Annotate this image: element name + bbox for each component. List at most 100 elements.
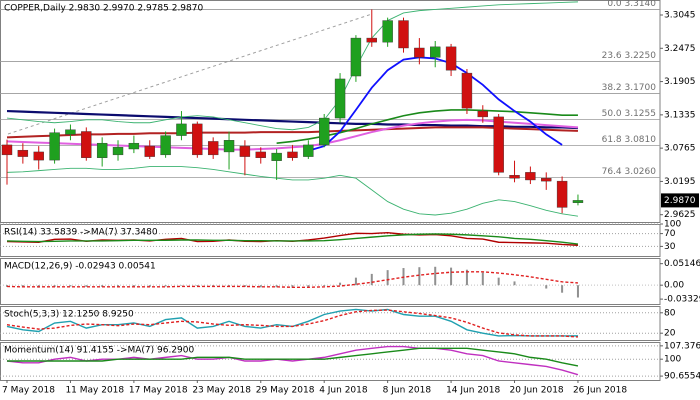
series-line (6, 1, 578, 131)
candle-body (192, 123, 203, 156)
bar (259, 285, 262, 288)
bar (180, 285, 183, 286)
panel-title: Stoch(5,3,3) 12.1250 8.9250 (4, 310, 134, 320)
candle-body (96, 142, 108, 158)
y-tick-label: 2.9625 (664, 210, 696, 220)
candle-body (382, 20, 393, 43)
series-line (6, 271, 579, 288)
x-tick-label: 23 May 2018 (192, 386, 251, 396)
candle-body (17, 149, 29, 157)
fib-label: 76.4 3.0260 (602, 167, 657, 177)
y-tick-label: 30 (664, 242, 676, 252)
series-line (6, 345, 579, 376)
series-line (6, 109, 579, 130)
x-tick-label: 8 Jun 2018 (383, 386, 432, 396)
y-tick-label: 0.05146 (664, 259, 700, 269)
bar (354, 277, 357, 286)
bar (561, 285, 564, 293)
candle-body (350, 37, 362, 77)
series-line (6, 126, 578, 139)
candle-body (572, 200, 584, 203)
x-tick-label: 26 Jun 2018 (573, 386, 627, 396)
fib-label: 23.6 3.2250 (602, 51, 657, 61)
panel-frame (0, 342, 661, 381)
bar (339, 282, 342, 286)
bar (418, 267, 421, 286)
y-tick-label: 3.3045 (664, 11, 696, 21)
y-tick-label: 80 (664, 308, 676, 318)
bar (386, 270, 389, 286)
fib-label: 0.0 3.3140 (607, 0, 656, 9)
bar (6, 285, 8, 287)
candle-body (430, 46, 441, 58)
y-tick-label: 90.6554 (664, 372, 700, 382)
y-tick-label: 3.1335 (664, 110, 696, 120)
y-tick-label: 3.2475 (664, 44, 696, 54)
y-tick-label: 20 (664, 329, 676, 339)
last-price-box (661, 193, 699, 208)
candle-body (414, 47, 425, 58)
y-tick-label: 3.0195 (664, 177, 696, 187)
panel-title: MACD(12,26,9) -0.02943 0.00541 (4, 262, 156, 272)
candle-body (556, 180, 568, 208)
x-tick-label: 17 May 2018 (129, 386, 188, 396)
candle-body (509, 175, 520, 179)
candle-body (477, 110, 488, 118)
y-tick-label: -0.03329 (664, 295, 700, 305)
bar (576, 285, 579, 298)
bar (529, 284, 532, 286)
fib-label: 38.2 3.1700 (602, 83, 657, 93)
y-tick-label: 107.3766 (664, 341, 700, 351)
panel-frame (0, 306, 661, 341)
bar (307, 285, 310, 288)
candle-body (541, 178, 552, 182)
panel-frame (0, 258, 661, 305)
candle-body (223, 140, 235, 153)
panel-frame (0, 0, 661, 223)
x-tick-label: 7 May 2018 (2, 386, 55, 396)
candle-body (176, 123, 187, 136)
candle-body (287, 151, 298, 158)
series-line (7, 347, 579, 367)
panel-title: RSI(14) 33.5839 ->MA(7) 37.3480 (4, 228, 158, 238)
candle-body (461, 72, 473, 109)
bar (481, 272, 484, 286)
fib-label: 61.8 3.0810 (602, 135, 657, 145)
candle-body (366, 37, 377, 43)
candle-body (81, 131, 92, 158)
bar (545, 285, 548, 289)
bar (323, 285, 326, 287)
candle-body (33, 151, 44, 161)
bar (53, 285, 56, 287)
last-price-label: 2.9870 (664, 196, 696, 206)
candle-body (128, 142, 140, 150)
bar (101, 285, 104, 287)
x-tick-label: 11 May 2018 (65, 386, 124, 396)
candle-body (493, 116, 504, 173)
bar (291, 285, 294, 288)
candle-body (65, 129, 76, 135)
bar (196, 285, 199, 287)
candle-body (207, 141, 219, 156)
candle-body (525, 172, 536, 181)
bar (434, 266, 437, 286)
bar (513, 281, 516, 286)
series-line (6, 309, 579, 338)
trend-line (7, 13, 373, 135)
candle-body (1, 144, 13, 156)
bar (132, 285, 135, 287)
candle-body (319, 117, 330, 146)
candle-body (112, 147, 124, 156)
candle-body (49, 132, 60, 161)
x-tick-label: 29 May 2018 (256, 386, 315, 396)
panel-title: Momentum(14) 91.4155 ->MA(7) 96.2900 (4, 346, 195, 356)
x-tick-label: 4 Jun 2018 (319, 386, 368, 396)
candle-body (334, 78, 346, 119)
bar (148, 285, 151, 287)
candle-body (445, 46, 457, 71)
candle-body (144, 145, 155, 157)
y-tick-label: 3.0765 (664, 144, 696, 154)
bar (450, 267, 453, 286)
bar (117, 285, 120, 287)
